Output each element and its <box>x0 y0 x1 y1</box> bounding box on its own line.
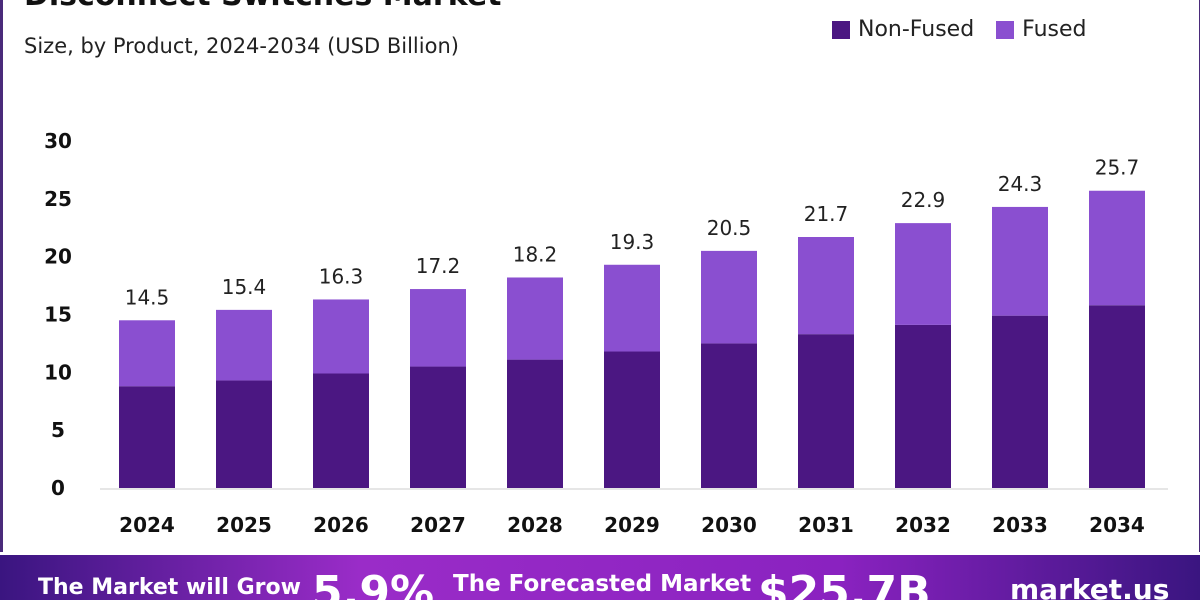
grow-text: The Market will Grow <box>38 575 301 600</box>
x-tick-label: 2034 <box>1089 513 1145 537</box>
y-tick-label: 5 <box>51 418 65 442</box>
x-tick-label: 2028 <box>507 513 563 537</box>
legend-swatch <box>996 20 1015 39</box>
x-tick-label: 2027 <box>410 513 466 537</box>
bar-non-fused-2024 <box>119 386 175 488</box>
x-tick-label: 2026 <box>313 513 369 537</box>
total-label: 19.3 <box>610 230 655 254</box>
total-label: 24.3 <box>998 172 1043 196</box>
bar-fused-2029 <box>604 264 660 352</box>
bar-non-fused-2033 <box>992 315 1048 488</box>
x-tick-label: 2032 <box>895 513 951 537</box>
total-label: 16.3 <box>319 264 364 288</box>
x-tick-label: 2024 <box>119 513 175 537</box>
total-label: 14.5 <box>125 285 170 309</box>
brand-logo: market.us <box>1010 573 1170 600</box>
x-tick-label: 2030 <box>701 513 757 537</box>
total-label: 18.2 <box>513 242 558 266</box>
bar-fused-2032 <box>895 223 951 325</box>
bar-non-fused-2025 <box>216 380 272 488</box>
bar-non-fused-2034 <box>1089 305 1145 488</box>
cagr-value: 5.9% <box>312 567 435 600</box>
x-tick-label: 2025 <box>216 513 272 537</box>
bar-fused-2024 <box>119 320 175 387</box>
total-label: 15.4 <box>222 275 267 299</box>
legend-item-fused: Fused <box>996 17 1087 42</box>
y-tick-label: 25 <box>44 187 72 211</box>
forecast-value: $25.7B <box>758 567 931 600</box>
legend: Non-Fused Fused <box>832 17 1087 42</box>
y-tick-label: 15 <box>44 303 72 327</box>
bar-fused-2026 <box>313 299 369 374</box>
bar-non-fused-2026 <box>313 373 369 488</box>
legend-label: Non-Fused <box>858 17 975 42</box>
bar-chart: 05101520253014.5202415.4202516.3202617.2… <box>44 129 1168 537</box>
footer-banner: The Market will Grow 5.9% The Forecasted… <box>0 555 1200 600</box>
chart-subtitle: Size, by Product, 2024-2034 (USD Billion… <box>24 34 459 58</box>
bar-non-fused-2029 <box>604 351 660 488</box>
y-tick-label: 20 <box>44 245 72 269</box>
x-tick-label: 2031 <box>798 513 854 537</box>
bar-non-fused-2031 <box>798 334 854 488</box>
forecast-text: The Forecasted Market <box>453 571 752 597</box>
bar-non-fused-2032 <box>895 324 951 488</box>
x-tick-label: 2029 <box>604 513 660 537</box>
legend-item-non-fused: Non-Fused <box>832 17 974 42</box>
total-label: 21.7 <box>804 202 849 226</box>
bar-fused-2027 <box>410 289 466 367</box>
bar-fused-2031 <box>798 237 854 335</box>
bar-fused-2030 <box>701 250 757 344</box>
bar-non-fused-2030 <box>701 343 757 488</box>
total-label: 20.5 <box>707 216 752 240</box>
total-label: 25.7 <box>1095 156 1140 180</box>
bar-fused-2033 <box>992 206 1048 316</box>
legend-swatch <box>832 20 850 39</box>
y-tick-label: 10 <box>44 360 72 384</box>
legend-label: Fused <box>1022 17 1087 42</box>
y-tick-label: 0 <box>51 476 65 500</box>
y-tick-label: 30 <box>44 129 72 153</box>
bar-fused-2028 <box>507 277 563 360</box>
bar-non-fused-2027 <box>410 366 466 488</box>
bar-fused-2025 <box>216 309 272 381</box>
total-label: 22.9 <box>901 188 946 212</box>
bar-fused-2034 <box>1089 190 1145 306</box>
bar-non-fused-2028 <box>507 359 563 488</box>
total-label: 17.2 <box>416 254 461 278</box>
x-tick-label: 2033 <box>992 513 1048 537</box>
chart-title: Disconnect Switches Market <box>24 0 502 13</box>
